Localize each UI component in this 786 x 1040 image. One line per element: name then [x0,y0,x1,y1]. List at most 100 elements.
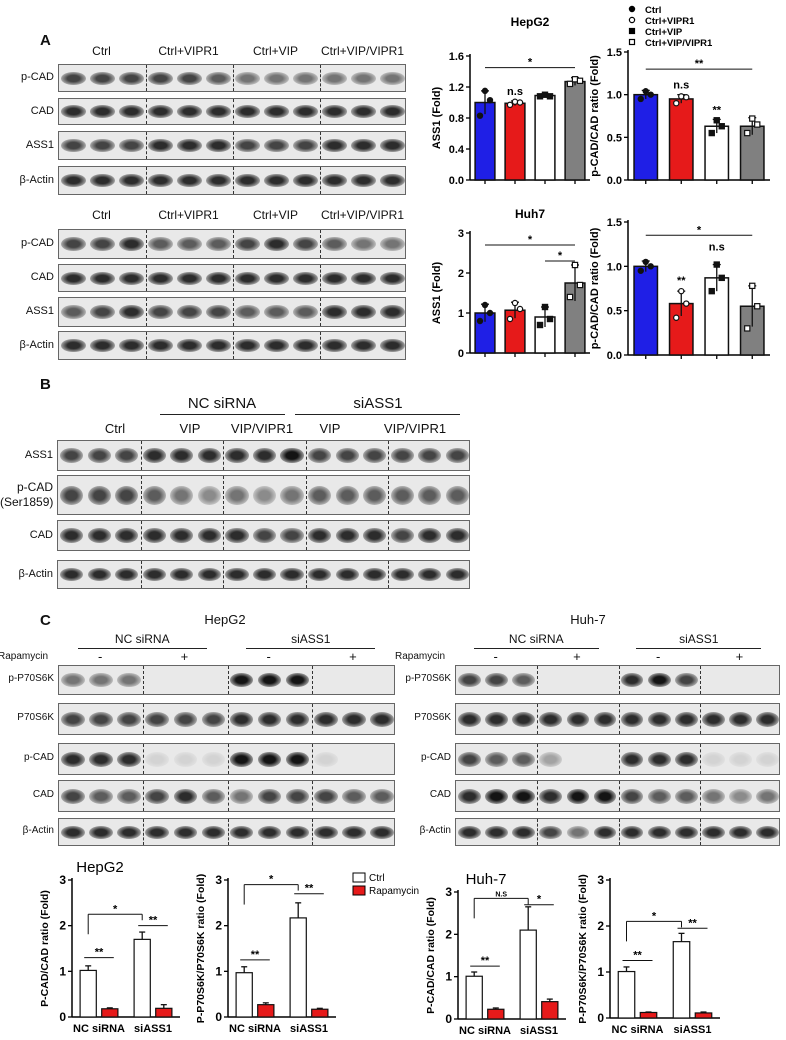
protein-band [89,788,113,804]
lane-separator [223,476,225,514]
x-tick-label: siASS1 [520,1025,558,1037]
protein-band [119,271,144,285]
significance-label: ** [677,275,686,287]
protein-band [293,105,318,118]
lane-separator [305,561,307,588]
lane-separator [233,167,234,194]
protein-band [380,173,405,188]
protein-band [313,825,338,839]
protein-band [313,788,338,804]
protein-band [252,528,277,543]
protein-band [148,338,173,353]
blot-row-label: CAD [29,528,53,541]
protein-band [701,825,725,839]
legend-label: Rapamycin [369,886,419,897]
lane-separator [233,265,234,291]
lane-separator [140,561,142,588]
blot-0-1 [58,98,406,125]
lane-separator [699,819,701,845]
protein-band [485,711,508,727]
protein-band [87,485,111,505]
protein-band [177,138,202,153]
protein-band [90,105,115,118]
data-point [516,305,524,313]
protein-band [620,825,644,839]
significance-label: ** [305,883,314,895]
blot-row-label: ASS1 [25,305,54,317]
y-tick-label: 3 [445,885,452,899]
protein-band [335,485,359,505]
protein-band [145,788,170,804]
lane-separator [618,666,620,694]
protein-band [177,271,202,285]
protein-band [701,711,725,727]
blot-c-0-3 [58,780,395,812]
protein-band [566,788,590,804]
significance-label: N.S [495,891,507,898]
protein-band [539,751,563,767]
protein-band [142,448,166,463]
blot-1-0 [58,229,406,259]
protein-band [145,825,170,839]
group-label: Ctrl+VIP/VIPR1 [320,44,405,58]
group-underline [473,648,599,649]
protein-band [206,305,231,319]
data-point [647,263,654,270]
blot-b-1 [57,475,470,515]
lane-separator [311,744,313,774]
legend-label: Ctrl [645,5,661,16]
protein-band [539,788,563,804]
treatment-sign: + [573,649,581,664]
lane-separator [699,781,701,811]
data-point [486,96,494,104]
protein-band [322,173,347,188]
y-tick-label: 3 [597,873,604,887]
protein-band [197,448,221,463]
data-point [749,115,756,122]
protein-band [206,338,231,353]
legend-label: Ctrl [369,873,385,884]
protein-band [119,173,144,188]
protein-band [647,711,671,727]
group-label: Ctrl+VIP/VIPR1 [320,208,405,222]
lane-separator [146,99,147,124]
protein-band [142,485,166,505]
protein-band [729,788,752,804]
x-tick-label: siASS1 [134,1023,172,1035]
protein-band [177,71,202,85]
x-tick-label: siASS1 [674,1024,712,1036]
y-tick-label: 0.0 [449,175,464,187]
protein-band [229,788,254,804]
protein-band [201,825,226,839]
y-tick-label: 0.0 [607,350,622,362]
lane-separator [537,704,539,734]
protein-band [206,105,231,118]
y-axis-label: ASS1 (Fold) [431,262,443,325]
y-axis-label: P-P70S6K/P70S6K ratio (Fold) [577,874,589,1023]
chart-title: HepG2 [76,859,124,876]
data-point [541,303,549,311]
y-tick-label: 1.2 [449,82,464,94]
group-label: siASS1 [353,395,403,412]
blot-title: HepG2 [204,612,246,627]
data-point [708,287,715,295]
protein-band [593,825,617,839]
blot-0-0 [58,64,406,92]
significance-label: ** [481,955,490,967]
lane-separator [143,704,145,734]
protein-band [61,338,86,353]
lane-separator [227,666,229,694]
data-point [576,281,584,289]
group-label: Ctrl+VIPR1 [158,208,219,222]
lane-separator [223,441,225,470]
protein-band [148,305,173,319]
protein-band [264,338,289,353]
protein-band [285,711,310,727]
protein-band [206,71,231,85]
chart-a_hepg2_ass1: 0.0 0.4 0.8 1.2 1.6 ASS1 (Fold) HepG2 * n.s [431,15,590,187]
protein-band [264,173,289,188]
lane-separator [146,65,147,91]
bar-ctrl [617,970,636,1019]
protein-band [235,138,260,153]
